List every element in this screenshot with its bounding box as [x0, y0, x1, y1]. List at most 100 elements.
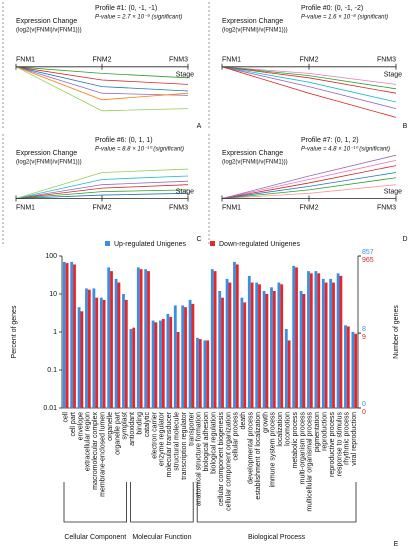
- x-tick-label: FNM3: [377, 204, 396, 211]
- bar: [354, 333, 358, 408]
- bar: [65, 263, 69, 408]
- bar: [295, 267, 298, 408]
- bar: [287, 340, 291, 408]
- bar: [255, 282, 259, 408]
- bar: [203, 340, 207, 408]
- x-axis-label: Stage: [176, 188, 194, 195]
- bar: [346, 326, 350, 408]
- profile-line: [221, 184, 397, 199]
- bar: [332, 282, 335, 408]
- bar: [191, 303, 195, 408]
- y-tick-label: 10: [49, 291, 57, 298]
- panel-label: E: [394, 541, 399, 548]
- profile-line: [221, 66, 397, 85]
- x-tick-label: death: [240, 412, 247, 430]
- group-label: Molecular Function: [132, 534, 191, 541]
- panel-label: B: [403, 123, 408, 130]
- bar: [213, 271, 217, 408]
- panel-title: Profile #7: (0, 1, 2): [301, 137, 359, 144]
- profile-line: [15, 66, 189, 101]
- x-tick-label: catalytic: [144, 412, 151, 438]
- x-tick-label: cellular component biogenesis: [218, 412, 225, 507]
- x-tick-label: multicellular organismal process: [307, 412, 314, 512]
- x-tick-label: membrane-enclosed lumen: [100, 412, 107, 497]
- bar: [329, 278, 333, 408]
- legend-label: Up-regulated Unigenes: [114, 241, 186, 248]
- bar: [102, 299, 106, 408]
- x-tick-label: cellular component organization: [225, 412, 232, 511]
- x-tick-label: extracellular region: [85, 412, 92, 471]
- panel-title: Profile #0: (0, -1, -2): [301, 5, 363, 12]
- x-tick-label: multi-organism process: [299, 412, 306, 485]
- bar: [265, 294, 269, 408]
- bar: [280, 284, 284, 408]
- x-tick-label: establishment of localization: [255, 412, 262, 500]
- bar: [188, 299, 192, 408]
- y2-axis-label: Number of genes: [393, 305, 400, 359]
- bar: [159, 320, 162, 408]
- y-axis-label: Expression Change: [16, 150, 77, 157]
- x-tick-label: symplast: [122, 412, 129, 440]
- y2-tick-label: 857: [362, 249, 374, 256]
- profile-line: [221, 66, 397, 109]
- bar: [147, 271, 150, 408]
- bar: [250, 282, 254, 408]
- x-tick-label: FNM2: [92, 57, 111, 64]
- bar: [233, 261, 236, 408]
- x-tick-label: biological regulation: [211, 412, 218, 474]
- x-tick-label: cell: [63, 412, 70, 423]
- bar: [85, 288, 88, 408]
- x-tick-label: molecular transducer: [166, 411, 173, 477]
- bar: [70, 261, 74, 408]
- bar: [110, 271, 113, 408]
- x-tick-label: organelle part: [114, 412, 121, 455]
- legend-label: Down-regulated Unigenes: [219, 241, 300, 248]
- y2-tick-label: 0: [362, 401, 366, 408]
- profile-line: [15, 66, 189, 96]
- bar: [317, 273, 321, 408]
- bar: [272, 290, 276, 408]
- panel-title: Profile #6: (0, 1, 1): [95, 137, 153, 144]
- profile-line: [15, 184, 189, 199]
- bar: [247, 275, 251, 408]
- y-tick-label: 0.01: [43, 405, 57, 412]
- y2-tick-label: 8: [362, 326, 366, 333]
- bar: [235, 264, 239, 408]
- y-axis-label: (log2(v(FNMi)/v(FNM1))): [222, 160, 288, 166]
- bar: [99, 297, 103, 408]
- bar: [344, 325, 347, 408]
- group-label: Cellular Component: [64, 534, 126, 541]
- bar: [314, 271, 318, 408]
- group-bracket: [196, 482, 357, 523]
- bar: [154, 322, 158, 408]
- y-tick-label: 100: [45, 253, 57, 260]
- y-axis-label: (log2(v(FNMi)/v(FNM1))): [16, 28, 82, 34]
- bar: [243, 302, 247, 408]
- bar: [117, 282, 121, 408]
- group-label: Biological Process: [248, 534, 306, 541]
- bar: [136, 267, 140, 408]
- x-tick-label: cell part: [70, 412, 77, 437]
- x-tick-label: organelle: [107, 412, 114, 441]
- profile-line: [221, 160, 397, 199]
- x-tick-label: transcription regulator: [181, 411, 188, 479]
- bar: [324, 282, 328, 408]
- x-tick-label: envelope: [77, 412, 84, 441]
- bar: [198, 339, 202, 408]
- x-tick-label: locomotion: [285, 412, 292, 446]
- profile-line: [15, 66, 189, 112]
- x-tick-label: FNM2: [299, 57, 318, 64]
- bar: [307, 271, 310, 408]
- bar: [221, 297, 224, 408]
- profile-line: [221, 172, 397, 199]
- x-tick-label: pigmentation: [314, 412, 321, 452]
- p-value: P-value = 8.8 × 10⁻¹⁰ (significant): [95, 146, 184, 153]
- y-tick-label: 0.1: [47, 367, 57, 374]
- panel-title: Profile #1: (0, -1, -1): [95, 5, 157, 12]
- y2-tick-label: 965: [362, 257, 374, 264]
- x-tick-label: electron carrier: [151, 411, 158, 458]
- x-axis-label: Stage: [384, 188, 402, 195]
- x-tick-label: anatomical structure formation: [196, 412, 203, 506]
- bar: [92, 288, 96, 408]
